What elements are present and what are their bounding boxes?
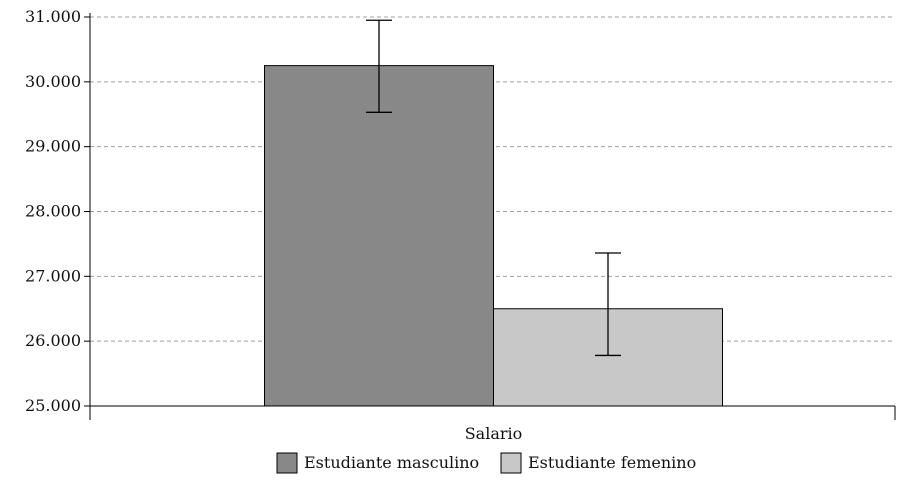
y-tick-label: 27.000 xyxy=(25,266,81,285)
bar xyxy=(264,65,494,407)
y-tick-label: 25.000 xyxy=(25,396,81,415)
y-tick-label: 30.000 xyxy=(25,72,81,91)
y-axis-ticks: 25.000 26.000 27.000 28.000 29.000 30.000 31.0… xyxy=(25,7,90,415)
legend-swatch xyxy=(276,452,298,474)
x-axis-categories: Salario xyxy=(465,424,523,443)
axes xyxy=(89,13,896,420)
x-category-label: Salario xyxy=(465,424,523,443)
y-tick-label: 28.000 xyxy=(25,202,81,221)
legend: Estudiante masculino Estudiante femenino xyxy=(276,452,696,474)
y-tick-label: 29.000 xyxy=(25,137,81,156)
legend-swatch xyxy=(500,452,522,474)
bars xyxy=(264,65,723,407)
legend-label: Estudiante masculino xyxy=(304,453,479,472)
y-tick-label: 31.000 xyxy=(25,7,81,26)
error-bars xyxy=(366,19,621,357)
legend-label: Estudiante femenino xyxy=(528,453,696,472)
y-tick-label: 26.000 xyxy=(25,331,81,350)
